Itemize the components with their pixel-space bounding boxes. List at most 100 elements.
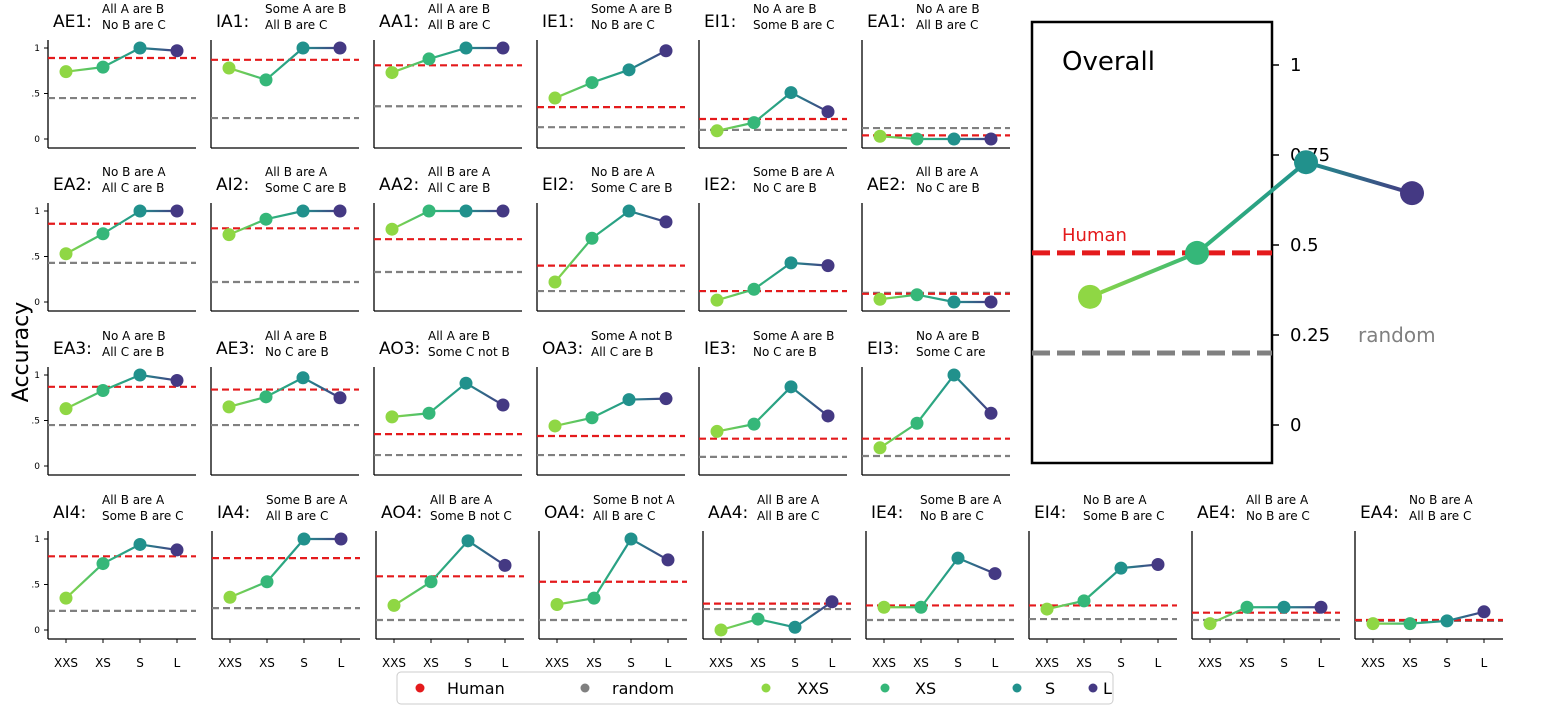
x-tick-label: S: [791, 656, 799, 670]
panel-ea2: EA2: No B are A All C are B 0 .5 1: [31, 165, 196, 312]
panel-aa4: AA4: All B are A All B are C XXS XS S L: [702, 493, 851, 670]
panel-code: IE1:: [542, 12, 574, 32]
panel-code: AE3:: [216, 339, 255, 359]
point-xxs: [710, 293, 724, 307]
point-l: [988, 567, 1002, 581]
premise-2: All B are C: [1409, 509, 1471, 523]
point-l: [496, 204, 510, 218]
point-s: [622, 63, 636, 77]
point-l: [1151, 557, 1165, 571]
point-xs: [96, 557, 110, 571]
premise-1: All A are B: [428, 329, 490, 343]
legend-marker-xxs: [761, 683, 771, 693]
legend-label-random: random: [612, 679, 674, 698]
point-l: [659, 44, 673, 58]
panel-ae1: AE1: All A are B No B are C 0 .5 1: [31, 2, 196, 149]
panel-code: AA1:: [379, 12, 419, 32]
premise-1: No B are A: [1083, 493, 1147, 507]
premise-2: No C are B: [916, 181, 980, 195]
series-segment: [65, 232, 104, 255]
point-xs: [910, 132, 924, 146]
overall-point-xxs: [1078, 284, 1102, 309]
panel-code: EA2:: [53, 175, 92, 195]
point-xxs: [385, 222, 399, 236]
panel-code: EI3:: [867, 339, 899, 359]
legend-marker-random: [580, 683, 590, 693]
point-l: [984, 295, 998, 309]
point-l: [498, 558, 512, 572]
legend-marker-xs: [880, 683, 890, 693]
point-l: [170, 44, 184, 58]
panel-code: AI2:: [216, 175, 249, 195]
point-xs: [747, 282, 761, 296]
series-segment: [102, 543, 141, 565]
point-xs: [259, 212, 273, 226]
panel-code: EI2:: [542, 175, 574, 195]
point-xxs: [222, 228, 236, 242]
overall-point-l: [1400, 181, 1424, 206]
x-tick-label: L: [665, 656, 672, 670]
overall-random-label: random: [1358, 323, 1436, 347]
overall-series-segment: [1305, 160, 1413, 196]
point-l: [333, 41, 347, 55]
x-tick-label: S: [1443, 656, 1451, 670]
legend-label-xs: XS: [915, 679, 936, 698]
series-segment: [790, 91, 829, 113]
premise-1: Some A are B: [591, 2, 672, 16]
point-xxs: [222, 61, 236, 75]
x-tick-label: S: [300, 656, 308, 670]
point-l: [170, 543, 184, 557]
panel-code: AO3:: [379, 339, 420, 359]
series-segment: [102, 47, 141, 69]
x-tick-label: XS: [95, 656, 111, 670]
point-xs: [96, 227, 110, 241]
point-xs: [910, 416, 924, 430]
point-xxs: [873, 129, 887, 143]
point-l: [333, 391, 347, 405]
legend-label-human: Human: [447, 679, 505, 698]
series-segment: [953, 374, 992, 414]
point-xxs: [385, 410, 399, 424]
panel-code: OA4:: [544, 503, 585, 523]
point-xxs: [1366, 617, 1380, 631]
point-s: [296, 371, 310, 385]
point-s: [947, 132, 961, 146]
premise-1: All B are A: [916, 165, 979, 179]
point-s: [947, 295, 961, 309]
premise-1: No B are A: [591, 165, 655, 179]
point-xs: [585, 411, 599, 425]
panel-code: OA3:: [542, 339, 583, 359]
x-tick-label: XS: [423, 656, 439, 670]
premise-1: All A are B: [428, 2, 490, 16]
point-s: [784, 380, 798, 394]
premise-2: No C are B: [265, 345, 329, 359]
overall-series-segment: [1089, 251, 1198, 299]
premise-1: Some B are A: [753, 165, 835, 179]
point-l: [1477, 605, 1491, 619]
point-l: [984, 132, 998, 146]
point-l: [334, 532, 348, 546]
series-segment: [391, 57, 430, 74]
panel-code: IE3:: [704, 339, 736, 359]
panel-ea3: EA3: No A are B All C are B 0 .5 1: [31, 329, 196, 476]
premise-1: All B are A: [102, 493, 165, 507]
legend-marker-l: [1088, 683, 1098, 693]
series-segment: [753, 386, 792, 425]
series-segment: [920, 557, 959, 608]
x-tick-label: XXS: [1035, 656, 1059, 670]
point-l: [496, 398, 510, 412]
y-tick-label: 1: [34, 535, 40, 545]
x-tick-label: L: [1155, 656, 1162, 670]
series-segment: [265, 376, 304, 398]
x-tick-label: XXS: [709, 656, 733, 670]
panel-ei4: EI4: No B are A Some B are C XXS XS S L: [1028, 493, 1177, 670]
panel-aa2: AA2: All B are A All C are B: [373, 165, 522, 312]
x-tick-label: S: [464, 656, 472, 670]
overall-point-s: [1294, 150, 1318, 175]
x-tick-label: L: [1481, 656, 1488, 670]
panel-code: AI4:: [53, 503, 86, 523]
panel-ie4: IE4: Some B are A No B are C XXS XS S L: [865, 493, 1014, 670]
panel-ia1: IA1: Some A are B All B are C: [210, 2, 359, 149]
panel-ea4: EA4: No B are A All B are C XXS XS S L: [1354, 493, 1503, 670]
